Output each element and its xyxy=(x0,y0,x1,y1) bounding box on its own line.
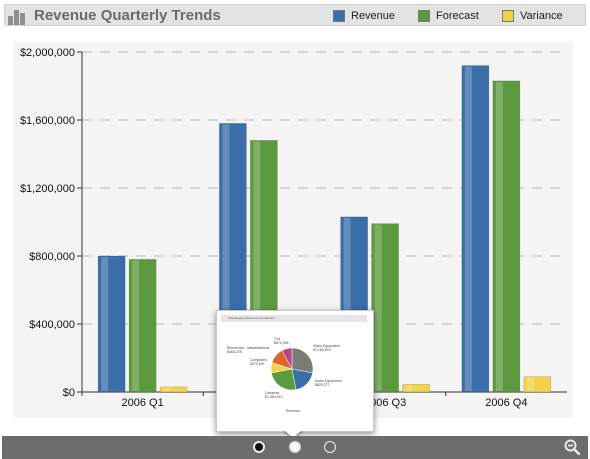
popup-label-video-equipment: Video Equipment $1,189,833 xyxy=(313,344,340,352)
bar-chart-icon xyxy=(8,7,30,25)
pie-slice xyxy=(281,347,293,370)
bar-forecast xyxy=(492,80,521,393)
popup-label-computers: Computers $270,697 xyxy=(250,358,268,366)
y-tick-label: $1,200,000 xyxy=(20,183,75,195)
popup-title-bar xyxy=(221,315,367,322)
x-tick-label: 2006 Q1 xyxy=(122,397,164,409)
legend-swatch-variance xyxy=(502,10,514,22)
pie-slice xyxy=(271,368,297,391)
bar-highlight xyxy=(464,66,472,391)
popup-footer-label: Revenue xyxy=(286,409,301,413)
bar-forecast xyxy=(371,223,399,393)
popup-label-audio-equipment: Audio Equipment $825,277 xyxy=(315,379,342,387)
legend-swatch-forecast xyxy=(418,10,430,22)
y-tick-label: $2,000,000 xyxy=(20,47,75,59)
bar-highlight xyxy=(132,260,140,391)
bar-highlight xyxy=(253,141,261,391)
bar-variance xyxy=(402,384,430,393)
popup-pie-chart xyxy=(270,347,314,391)
chart-header: Revenue Quarterly Trends Revenue Forecas… xyxy=(4,4,586,26)
legend-label-revenue: Revenue xyxy=(351,10,396,22)
bar-variance xyxy=(523,376,552,393)
page-dot-2[interactable] xyxy=(289,441,301,453)
popup-label-cameras: Cameras $1,060,910 xyxy=(265,391,283,399)
x-tick-label: 2006 Q4 xyxy=(485,397,527,409)
x-tick-label: 2006 Q3 xyxy=(364,397,406,409)
bar-highlight xyxy=(101,257,109,391)
bar-revenue xyxy=(461,65,490,393)
chart-title: Revenue Quarterly Trends xyxy=(34,7,221,24)
y-tick-label: $400,000 xyxy=(29,319,75,331)
bar-highlight xyxy=(374,224,382,391)
popup-title: Subcategory Revenue Contribution xyxy=(228,316,275,320)
thumbnail-preview-popup[interactable]: Subcategory Revenue Contribution TVs $572… xyxy=(216,310,374,432)
bar-variance xyxy=(159,386,188,393)
legend-label-variance: Variance xyxy=(520,10,563,22)
y-tick-label: $0 xyxy=(63,387,75,399)
pie-slice xyxy=(291,347,314,374)
legend-label-forecast: Forecast xyxy=(436,10,479,22)
popup-label-tvs: TVs $572,996 xyxy=(274,337,289,345)
bar-highlight xyxy=(343,217,351,391)
legend-swatch-revenue xyxy=(333,10,345,22)
popup-pointer xyxy=(283,429,303,438)
y-tick-label: $800,000 xyxy=(29,251,75,263)
bar-highlight xyxy=(405,385,413,391)
page-dot-1[interactable] xyxy=(253,441,265,453)
page-dot-3[interactable] xyxy=(324,441,336,453)
bar-revenue xyxy=(97,255,126,393)
y-tick-label: $1,600,000 xyxy=(20,115,75,127)
bar-highlight xyxy=(495,81,503,392)
footer-bar xyxy=(2,436,588,459)
zoom-out-icon[interactable] xyxy=(564,439,580,455)
bar-highlight xyxy=(526,377,534,391)
bar-highlight xyxy=(163,387,171,391)
bar-forecast xyxy=(128,259,157,393)
bar-highlight xyxy=(222,124,230,392)
popup-label-electronics-misc: Electronics - Miscellaneous $466,278 xyxy=(227,346,270,354)
